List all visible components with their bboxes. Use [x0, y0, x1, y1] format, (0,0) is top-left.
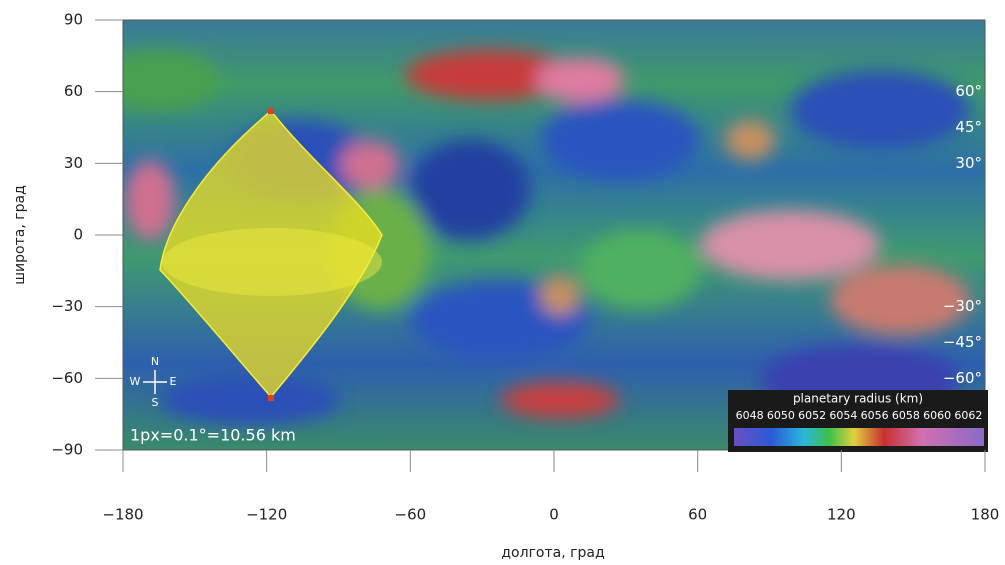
latitude-label: 45° [955, 118, 982, 136]
map-figure: N S W E 1px=0.1°=10.56 km planetary radi… [0, 0, 1005, 565]
x-tick-label: 60 [688, 506, 707, 524]
y-tick-label: −60 [51, 369, 83, 387]
legend-tick-label: 6058 [892, 409, 920, 422]
x-tick-label: 180 [971, 506, 1000, 524]
y-tick-label: 90 [64, 11, 83, 29]
compass-w: W [130, 375, 141, 388]
compass-e: E [170, 375, 177, 388]
x-tick-label: 0 [549, 506, 559, 524]
venus-map [100, 20, 985, 450]
latitude-label: −45° [943, 333, 982, 351]
compass-n: N [151, 355, 159, 368]
x-axis-title: долгота, град [501, 545, 604, 561]
latitude-label: 60° [955, 82, 982, 100]
y-tick-label: −90 [51, 441, 83, 459]
legend-tick-label: 6062 [954, 409, 982, 422]
legend-tick-label: 6048 [736, 409, 764, 422]
y-axis-title: широта, град [12, 185, 28, 285]
legend-title: planetary radius (km) [793, 392, 923, 406]
latitude-label: 30° [955, 154, 982, 172]
y-tick-label: −30 [51, 297, 83, 315]
legend-tick-label: 6060 [923, 409, 951, 422]
x-tick-label: −120 [246, 506, 287, 524]
latitude-label: −60° [943, 369, 982, 387]
y-tick-label: 60 [64, 82, 83, 100]
x-tick-label: −60 [395, 506, 427, 524]
latitude-label: −30° [943, 297, 982, 315]
scale-label: 1px=0.1°=10.56 km [130, 426, 296, 445]
x-tick-label: 120 [827, 506, 856, 524]
x-tick-label: −180 [102, 506, 143, 524]
compass-s: S [152, 396, 159, 409]
legend-tick-label: 6052 [798, 409, 826, 422]
y-tick-label: 30 [64, 154, 83, 172]
legend-tick-label: 6054 [829, 409, 857, 422]
legend-tick-label: 6050 [767, 409, 795, 422]
y-tick-label: 0 [73, 226, 83, 244]
legend-tick-label: 6056 [861, 409, 889, 422]
